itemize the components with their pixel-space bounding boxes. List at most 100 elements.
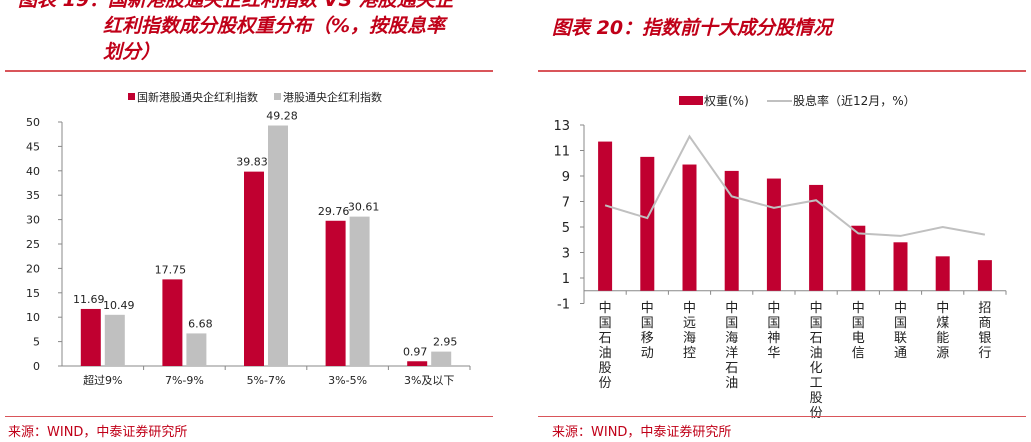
right-bar-weight xyxy=(766,178,781,291)
left-y-tick-label: 50 xyxy=(26,116,40,129)
right-x-tick-label-char: 银 xyxy=(978,331,991,346)
right-y-tick-label: 7 xyxy=(562,196,570,211)
right-x-tick-label-char: 中 xyxy=(852,301,865,316)
right-x-tick-label-char: 源 xyxy=(936,346,949,361)
right-legend-label-bar: 权重(%) xyxy=(704,94,749,108)
left-data-label: 2.95 xyxy=(433,336,458,349)
left-data-label: 30.61 xyxy=(348,201,380,214)
left-y-tick-label: 0 xyxy=(33,360,40,373)
left-data-label: 39.83 xyxy=(236,156,268,169)
right-x-tick-label-char: 通 xyxy=(894,346,907,361)
right-x-tick-label-char: 中 xyxy=(725,301,738,316)
right-x-tick-label-char: 行 xyxy=(978,346,991,361)
left-y-tick-label: 5 xyxy=(33,336,40,349)
left-x-tick-label: 7%-9% xyxy=(165,374,204,387)
right-bar-weight xyxy=(724,170,739,291)
left-data-label: 6.68 xyxy=(188,317,213,330)
left-bar-hk xyxy=(349,216,370,366)
right-x-tick-label-char: 份 xyxy=(599,376,612,391)
left-data-label: 17.75 xyxy=(155,263,187,276)
right-x-tick-label-char: 石 xyxy=(599,331,612,346)
right-y-tick-label: 5 xyxy=(562,221,570,236)
right-y-tick-label: 3 xyxy=(562,247,570,262)
right-y-tick-label: -1 xyxy=(557,298,570,313)
right-x-tick-label-char: 中 xyxy=(641,301,654,316)
left-legend-label: 国新港股通央企红利指数 xyxy=(137,90,258,104)
right-title: 图表 20：指数前十大成分股情况 xyxy=(552,17,833,39)
right-x-tick-label-char: 工 xyxy=(810,376,823,391)
right-bar-weight xyxy=(809,184,824,291)
right-bar-weight xyxy=(935,256,950,291)
left-bar-gx xyxy=(244,171,264,366)
right-x-tick-label-char: 中 xyxy=(894,301,907,316)
right-x-tick-label-char: 国 xyxy=(599,316,612,331)
right-x-tick-label-char: 中 xyxy=(767,301,780,316)
left-bar-gx xyxy=(325,220,346,366)
right-x-tick-label-char: 海 xyxy=(725,331,738,346)
right-x-tick-label-char: 中 xyxy=(599,301,612,316)
right-source-rule xyxy=(538,416,1026,417)
right-x-tick-label-char: 油 xyxy=(810,346,823,361)
left-title-line2: 红利指数成分股权重分布（%，按股息率 xyxy=(103,15,446,37)
right-bar-weight xyxy=(682,164,697,291)
right-x-tick-label-char: 中 xyxy=(936,301,949,316)
right-x-tick-label-char: 油 xyxy=(725,376,738,391)
left-bar-gx xyxy=(80,308,101,366)
right-x-tick-label-char: 国 xyxy=(767,316,780,331)
right-x-tick-label-char: 股 xyxy=(810,391,823,406)
left-data-label: 10.49 xyxy=(103,299,135,312)
right-line-dividend-yield xyxy=(604,134,986,237)
left-y-tick-label: 15 xyxy=(26,287,40,300)
right-x-tick-label-char: 石 xyxy=(810,331,823,346)
right-x-tick-label-char: 远 xyxy=(683,316,696,331)
right-x-tick-label-char: 移 xyxy=(641,331,654,346)
right-x-tick-label-char: 电 xyxy=(852,331,865,346)
right-x-tick-label-char: 国 xyxy=(894,316,907,331)
right-x-tick-label-char: 油 xyxy=(599,346,612,361)
right-x-tick-label-char: 化 xyxy=(810,361,823,376)
left-x-tick-label: 3%-5% xyxy=(328,374,367,387)
right-bar-weight xyxy=(851,225,866,291)
right-x-tick-label-char: 份 xyxy=(810,406,823,421)
right-y-tick-label: 13 xyxy=(553,119,570,134)
right-x-tick-label-char: 国 xyxy=(725,316,738,331)
left-bar-hk xyxy=(104,314,125,366)
right-source: 来源：WIND，中泰证券研究所 xyxy=(552,425,732,440)
left-data-label: 11.69 xyxy=(73,293,105,306)
right-bar-weight xyxy=(893,242,908,291)
left-title-rule xyxy=(5,70,493,72)
right-x-tick-label-char: 控 xyxy=(683,346,696,361)
right-x-tick-label-char: 商 xyxy=(978,316,991,331)
left-title-line1: 图表 19：国新港股通央企红利指数 VS 港股通央企 xyxy=(18,0,454,11)
right-y-tick-label: 1 xyxy=(562,272,570,287)
left-y-tick-label: 45 xyxy=(26,140,40,153)
right-x-tick-label-char: 能 xyxy=(936,331,949,346)
right-x-tick-label-char: 海 xyxy=(683,331,696,346)
right-title-rule xyxy=(538,70,1026,72)
right-x-tick-label-char: 中 xyxy=(810,301,823,316)
left-legend-label: 港股通央企红利指数 xyxy=(283,90,382,104)
right-x-tick-label-char: 信 xyxy=(852,346,865,361)
right-y-tick-label: 9 xyxy=(562,170,570,185)
right-legend-swatch-bar xyxy=(679,96,703,105)
left-y-tick-label: 25 xyxy=(26,238,40,251)
left-data-label: 29.76 xyxy=(318,205,350,218)
right-x-tick-label-char: 煤 xyxy=(936,316,949,331)
left-bar-gx xyxy=(162,279,183,366)
left-legend-swatch xyxy=(274,93,281,100)
left-x-tick-label: 5%-7% xyxy=(247,374,286,387)
left-y-tick-label: 20 xyxy=(26,262,40,275)
right-x-tick-label-char: 中 xyxy=(683,301,696,316)
right-x-tick-label-char: 神 xyxy=(767,331,780,346)
left-legend-swatch xyxy=(128,93,135,100)
right-bar-weight xyxy=(640,156,655,291)
left-y-tick-label: 35 xyxy=(26,189,40,202)
right-legend-label-line: 股息率（近12月，%） xyxy=(793,93,916,108)
left-y-tick-label: 40 xyxy=(26,165,40,178)
right-x-tick-label-char: 国 xyxy=(810,316,823,331)
right-x-tick-label-char: 洋 xyxy=(725,346,738,361)
left-bar-hk xyxy=(268,125,288,366)
right-x-tick-label-char: 动 xyxy=(641,346,654,361)
left-x-tick-label: 超过9% xyxy=(83,373,122,387)
